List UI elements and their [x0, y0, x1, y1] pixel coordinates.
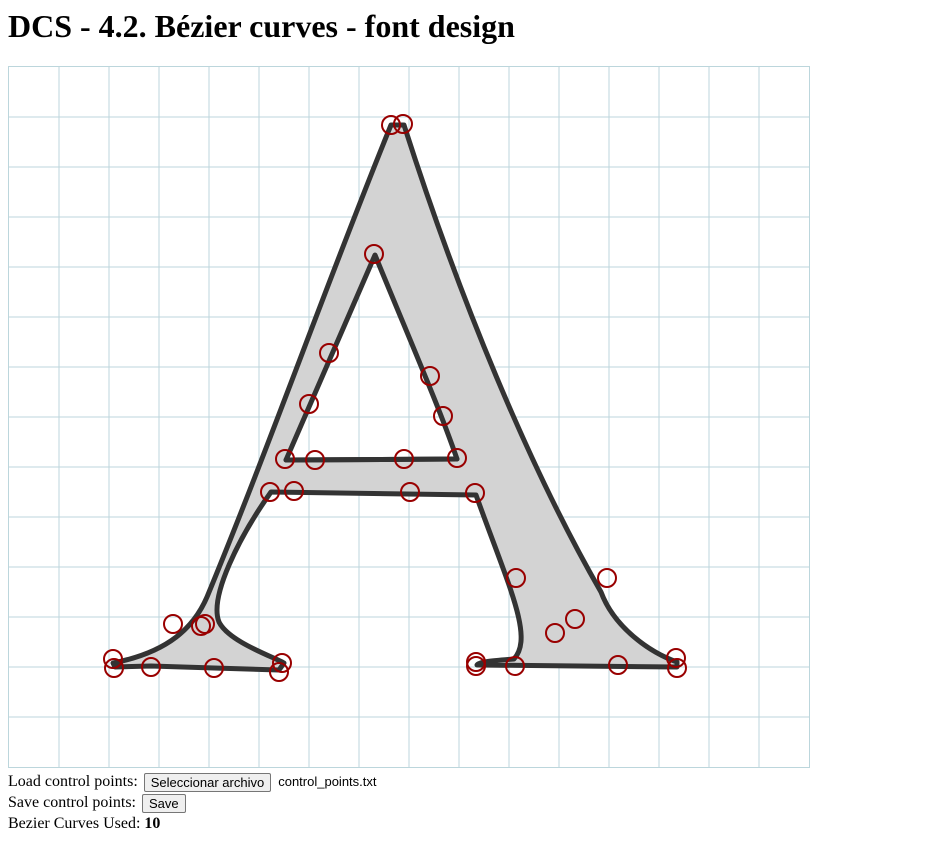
selected-file-name: control_points.txt	[278, 774, 377, 790]
curve-count-label: Bezier Curves Used:	[8, 815, 141, 832]
control-point	[465, 483, 485, 503]
control-point	[666, 648, 686, 668]
save-label: Save control points:	[8, 794, 136, 811]
curve-count-value: 10	[144, 815, 161, 832]
glyph-a-shape	[110, 122, 680, 673]
control-point	[163, 614, 183, 634]
page-title: DCS - 4.2. Bézier curves - font design	[8, 8, 515, 44]
control-point	[272, 653, 292, 673]
control-point	[420, 366, 440, 386]
control-point	[195, 614, 215, 634]
control-point	[103, 649, 123, 669]
control-point	[305, 450, 325, 470]
control-point	[204, 658, 224, 678]
crossbar-line	[283, 456, 460, 463]
bezier-canvas[interactable]	[8, 66, 810, 768]
control-point	[141, 657, 161, 677]
control-point	[433, 406, 453, 426]
control-point	[608, 655, 628, 675]
control-point	[260, 482, 280, 502]
control-points[interactable]	[103, 114, 687, 682]
load-label: Load control points:	[8, 773, 138, 790]
load-row: Load control points: Seleccionar archivo…	[8, 772, 377, 792]
control-point	[284, 481, 304, 501]
control-point	[319, 343, 339, 363]
control-point	[597, 568, 617, 588]
control-point	[565, 609, 585, 629]
control-point	[299, 394, 319, 414]
control-point	[400, 482, 420, 502]
save-row: Save control points: Save	[8, 793, 186, 813]
control-point	[466, 656, 486, 676]
control-point	[364, 244, 384, 264]
control-point	[447, 448, 467, 468]
choose-file-button[interactable]: Seleccionar archivo	[143, 772, 272, 792]
control-point	[394, 449, 414, 469]
control-point	[275, 449, 295, 469]
save-button[interactable]: Save	[141, 793, 186, 813]
control-point	[393, 114, 413, 134]
curve-count-row: Bezier Curves Used: 10	[8, 814, 160, 834]
control-point	[545, 623, 565, 643]
control-point	[104, 658, 124, 678]
control-point	[667, 658, 687, 678]
control-point	[269, 662, 289, 682]
control-point	[381, 115, 401, 135]
control-point	[506, 568, 526, 588]
control-point	[505, 656, 525, 676]
